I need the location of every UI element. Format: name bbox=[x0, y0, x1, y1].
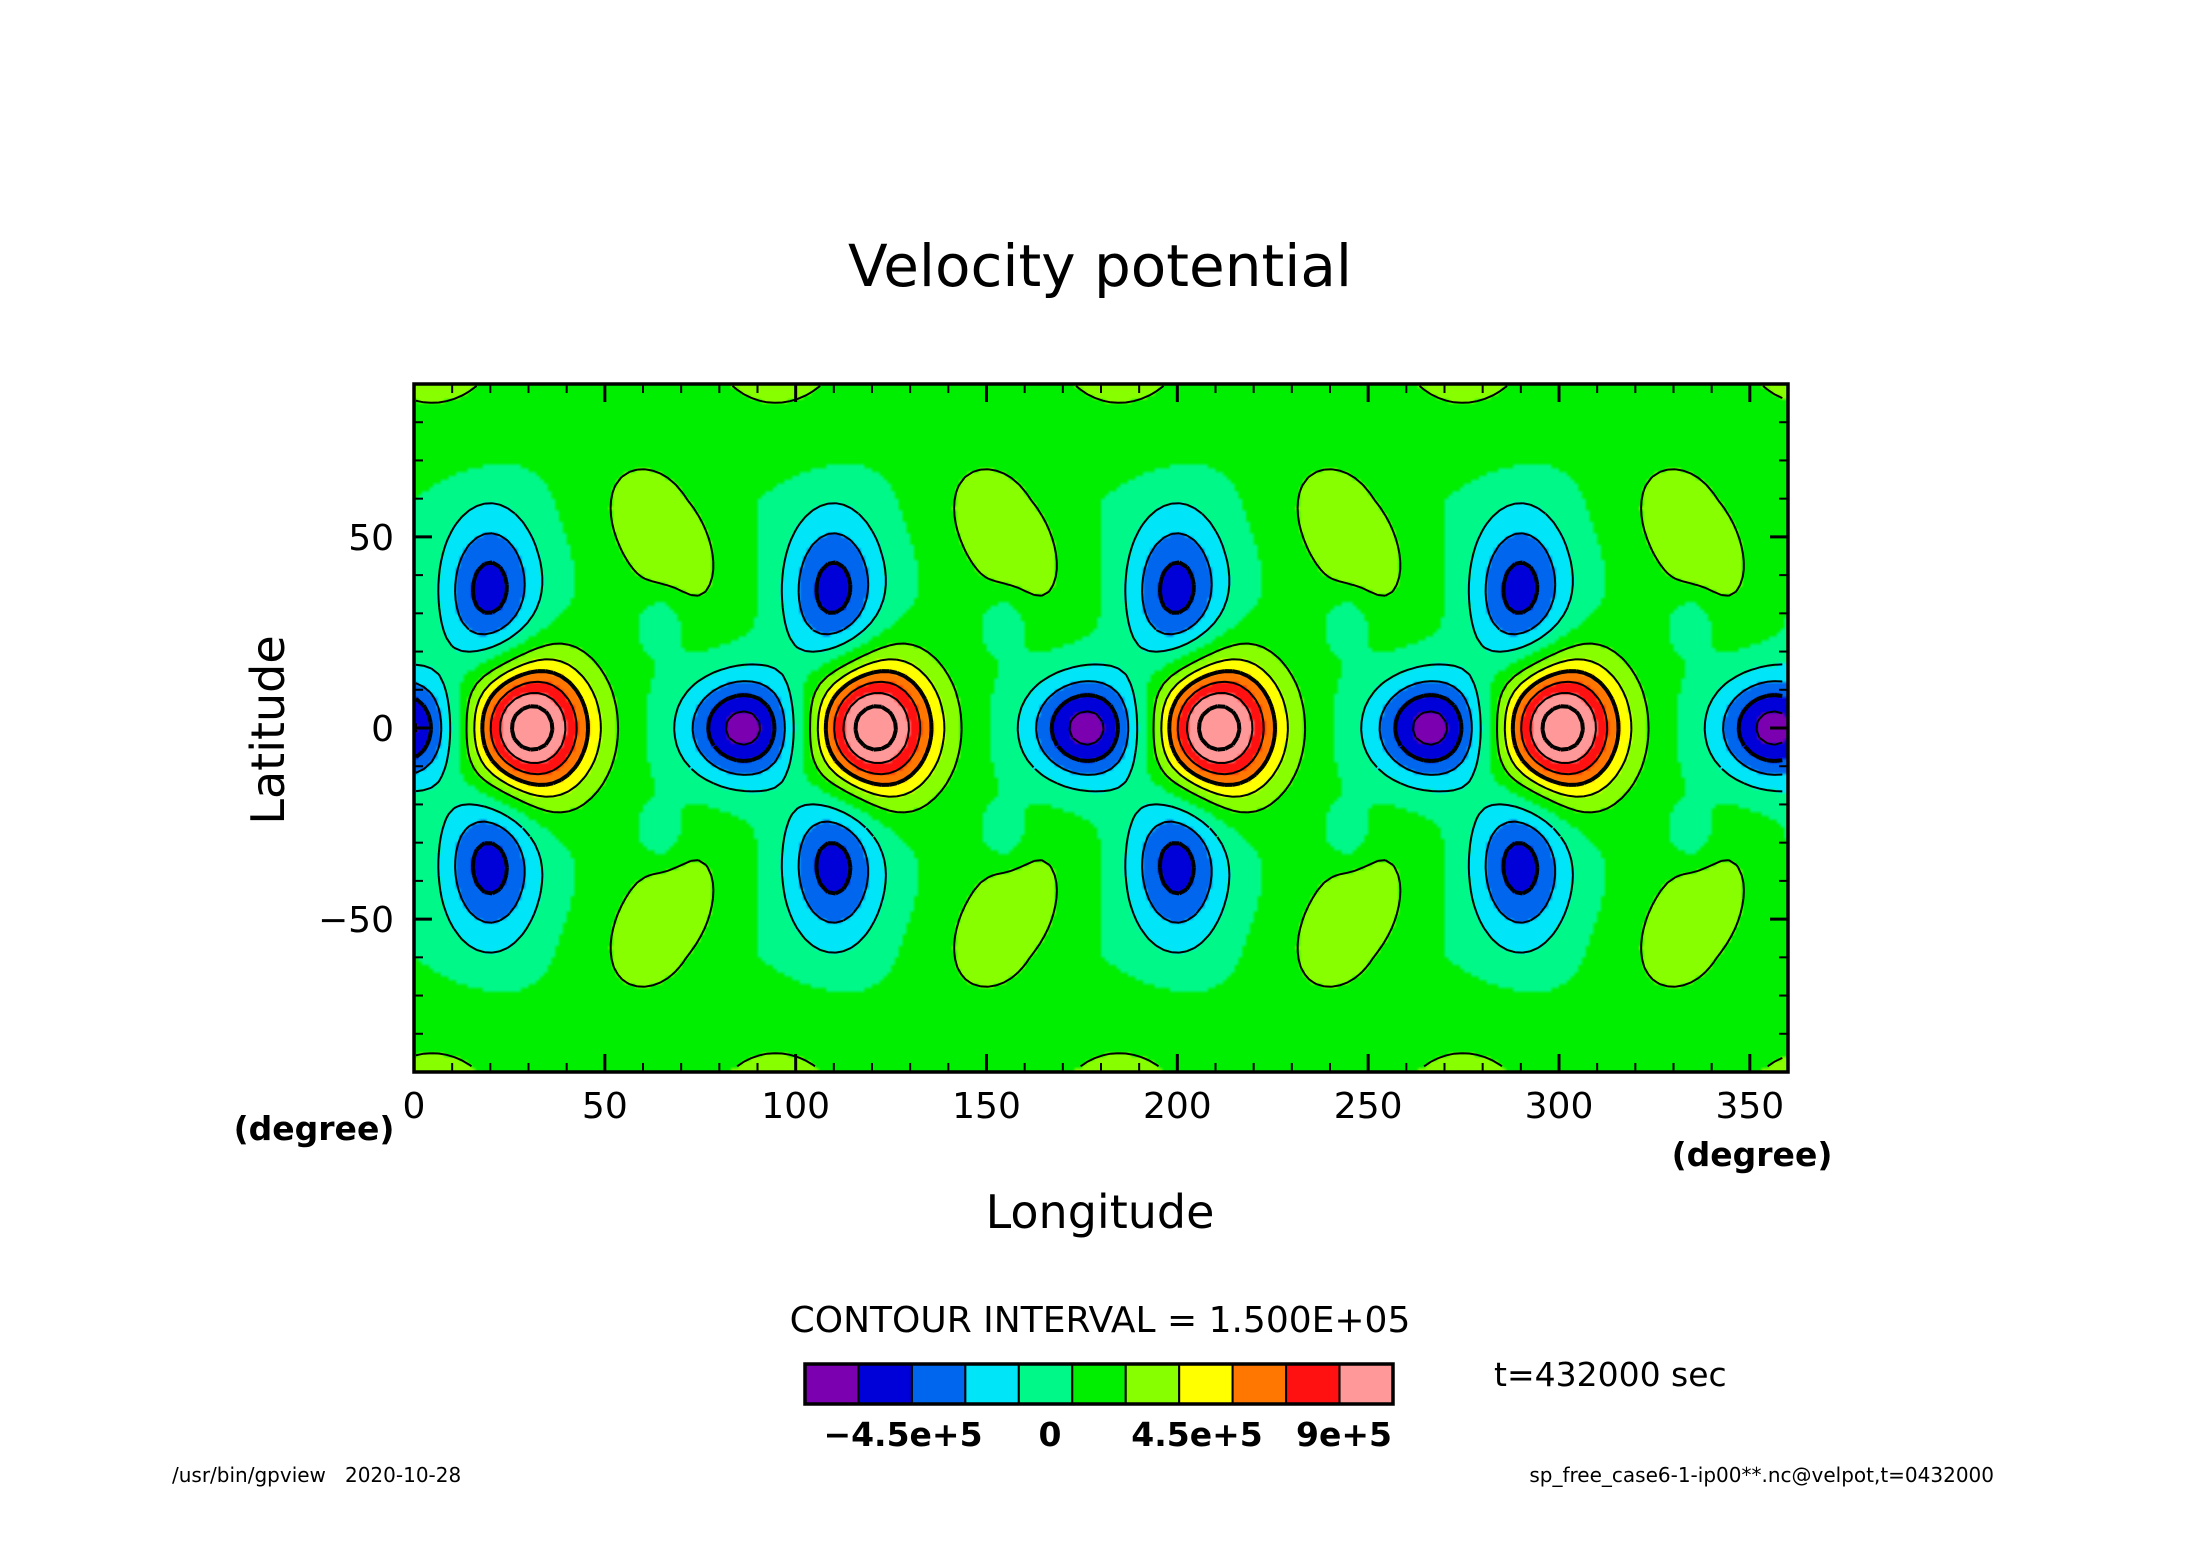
plot-area bbox=[414, 384, 1788, 1072]
x-tick-label: 250 bbox=[1334, 1086, 1403, 1127]
chart-title: Velocity potential bbox=[848, 232, 1352, 300]
colorbar bbox=[803, 1362, 1395, 1406]
x-tick-label: 50 bbox=[582, 1086, 628, 1127]
x-tick-label: 0 bbox=[403, 1086, 426, 1127]
time-annotation: t=432000 sec bbox=[1494, 1355, 1727, 1394]
contour-line bbox=[414, 710, 1783, 746]
contour-line bbox=[510, 704, 1585, 752]
colorbar-swatch bbox=[1124, 1363, 1181, 1405]
colorbar-tick-label: 4.5e+5 bbox=[1131, 1415, 1262, 1454]
x-axis-label: Longitude bbox=[986, 1185, 1215, 1239]
contour-line bbox=[473, 658, 1633, 798]
y-tick-label: 0 bbox=[371, 709, 394, 750]
x-axis: 0 50 100 150 200 250 300 350 bbox=[403, 384, 1784, 1127]
x-tick-label: 150 bbox=[952, 1086, 1021, 1127]
x-tick-label: 200 bbox=[1143, 1086, 1212, 1127]
y-tick-label: 50 bbox=[348, 518, 394, 559]
contour-line bbox=[415, 502, 1783, 954]
footer-left: /usr/bin/gpview 2020-10-28 bbox=[172, 1463, 461, 1487]
y-axis-label: Latitude bbox=[241, 635, 295, 824]
colorbar-swatch bbox=[1338, 1363, 1394, 1405]
contour-line bbox=[415, 385, 1783, 1068]
colorbar-tick-label: −4.5e+5 bbox=[823, 1415, 982, 1454]
x-unit-right: (degree) bbox=[1672, 1135, 1833, 1174]
contour-line bbox=[498, 692, 1597, 764]
colorbar-labels: −4.5e+5 0 4.5e+5 9e+5 bbox=[823, 1415, 1392, 1454]
contour-line bbox=[489, 680, 1609, 776]
colorbar-swatch bbox=[1017, 1363, 1074, 1405]
colorbar-swatch bbox=[1178, 1363, 1234, 1405]
y-tick-label: −50 bbox=[318, 900, 394, 941]
contour-lines bbox=[414, 385, 1783, 1068]
colorbar-swatch bbox=[964, 1363, 1020, 1405]
contour-line bbox=[414, 560, 1783, 896]
colorbar-swatch bbox=[1285, 1363, 1341, 1405]
colorbar-swatch bbox=[857, 1363, 913, 1405]
contour-interval-label: CONTOUR INTERVAL = 1.500E+05 bbox=[790, 1300, 1411, 1341]
colorbar-swatch bbox=[1071, 1363, 1127, 1405]
colorbar-swatch bbox=[804, 1363, 860, 1405]
x-tick-label: 100 bbox=[761, 1086, 830, 1127]
colorbar-swatch bbox=[1231, 1363, 1288, 1405]
x-unit-left: (degree) bbox=[234, 1109, 395, 1148]
footer-right: sp_free_case6-1-ip00**.nc@velpot,t=04320… bbox=[1529, 1463, 1994, 1487]
y-axis: −50 0 50 bbox=[318, 421, 1788, 1035]
colorbar-tick-label: 0 bbox=[1039, 1415, 1062, 1454]
colorbar-frame bbox=[803, 1362, 1395, 1406]
contour-line bbox=[480, 669, 1621, 787]
contour-field bbox=[414, 384, 1788, 1072]
x-tick-label: 300 bbox=[1525, 1086, 1594, 1127]
colorbar-swatch bbox=[910, 1363, 967, 1405]
x-tick-label: 350 bbox=[1715, 1086, 1784, 1127]
colorbar-tick-label: 9e+5 bbox=[1296, 1415, 1392, 1454]
contour-line bbox=[415, 532, 1783, 924]
